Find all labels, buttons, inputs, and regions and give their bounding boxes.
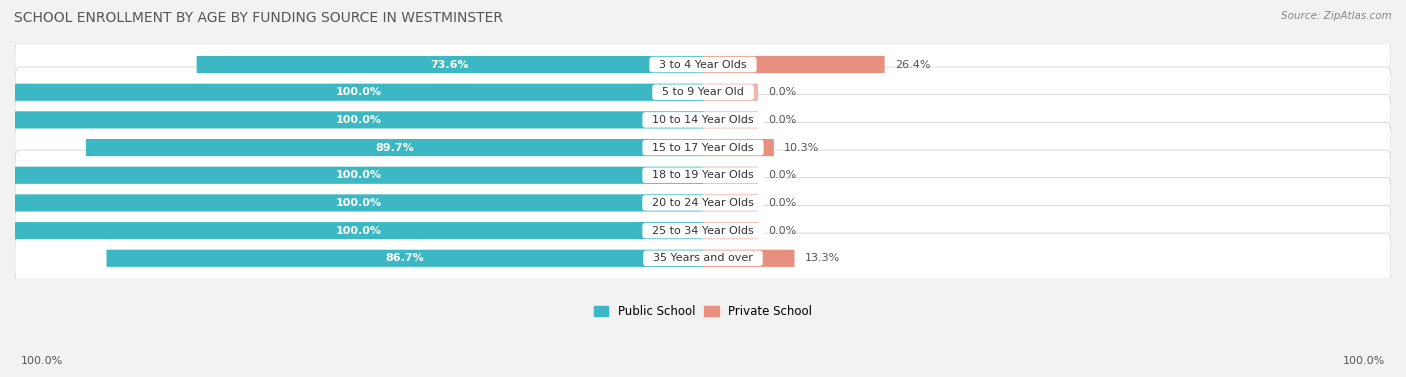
Text: 100.0%: 100.0%	[1343, 356, 1385, 366]
Text: 0.0%: 0.0%	[768, 198, 797, 208]
FancyBboxPatch shape	[15, 233, 1391, 284]
FancyBboxPatch shape	[107, 250, 703, 267]
Text: 0.0%: 0.0%	[768, 170, 797, 180]
FancyBboxPatch shape	[197, 56, 703, 73]
Text: 100.0%: 100.0%	[336, 115, 382, 125]
Text: Source: ZipAtlas.com: Source: ZipAtlas.com	[1281, 11, 1392, 21]
FancyBboxPatch shape	[703, 139, 773, 156]
FancyBboxPatch shape	[15, 111, 703, 129]
Text: 5 to 9 Year Old: 5 to 9 Year Old	[655, 87, 751, 97]
Text: 73.6%: 73.6%	[430, 60, 470, 69]
Text: 10 to 14 Year Olds: 10 to 14 Year Olds	[645, 115, 761, 125]
Text: 18 to 19 Year Olds: 18 to 19 Year Olds	[645, 170, 761, 180]
FancyBboxPatch shape	[15, 84, 703, 101]
Text: 100.0%: 100.0%	[21, 356, 63, 366]
FancyBboxPatch shape	[703, 222, 758, 239]
FancyBboxPatch shape	[703, 111, 758, 129]
Text: 100.0%: 100.0%	[336, 225, 382, 236]
Text: 10.3%: 10.3%	[785, 143, 820, 153]
FancyBboxPatch shape	[703, 167, 758, 184]
Text: 100.0%: 100.0%	[336, 170, 382, 180]
Legend: Public School, Private School: Public School, Private School	[589, 300, 817, 323]
FancyBboxPatch shape	[15, 150, 1391, 201]
FancyBboxPatch shape	[703, 250, 794, 267]
Text: 89.7%: 89.7%	[375, 143, 413, 153]
FancyBboxPatch shape	[15, 123, 1391, 173]
Text: 0.0%: 0.0%	[768, 87, 797, 97]
Text: 20 to 24 Year Olds: 20 to 24 Year Olds	[645, 198, 761, 208]
Text: 100.0%: 100.0%	[336, 87, 382, 97]
Text: 3 to 4 Year Olds: 3 to 4 Year Olds	[652, 60, 754, 69]
FancyBboxPatch shape	[15, 67, 1391, 117]
FancyBboxPatch shape	[703, 194, 758, 211]
FancyBboxPatch shape	[15, 167, 703, 184]
FancyBboxPatch shape	[15, 39, 1391, 90]
Text: 35 Years and over: 35 Years and over	[647, 253, 759, 263]
Text: 13.3%: 13.3%	[804, 253, 839, 263]
FancyBboxPatch shape	[15, 178, 1391, 228]
FancyBboxPatch shape	[15, 194, 703, 211]
FancyBboxPatch shape	[703, 84, 758, 101]
Text: 25 to 34 Year Olds: 25 to 34 Year Olds	[645, 225, 761, 236]
FancyBboxPatch shape	[15, 95, 1391, 145]
Text: 0.0%: 0.0%	[768, 225, 797, 236]
Text: 15 to 17 Year Olds: 15 to 17 Year Olds	[645, 143, 761, 153]
FancyBboxPatch shape	[15, 205, 1391, 256]
Text: 100.0%: 100.0%	[336, 198, 382, 208]
FancyBboxPatch shape	[15, 222, 703, 239]
Text: 26.4%: 26.4%	[896, 60, 931, 69]
Text: SCHOOL ENROLLMENT BY AGE BY FUNDING SOURCE IN WESTMINSTER: SCHOOL ENROLLMENT BY AGE BY FUNDING SOUR…	[14, 11, 503, 25]
Text: 0.0%: 0.0%	[768, 115, 797, 125]
Text: 86.7%: 86.7%	[385, 253, 425, 263]
FancyBboxPatch shape	[86, 139, 703, 156]
FancyBboxPatch shape	[703, 56, 884, 73]
